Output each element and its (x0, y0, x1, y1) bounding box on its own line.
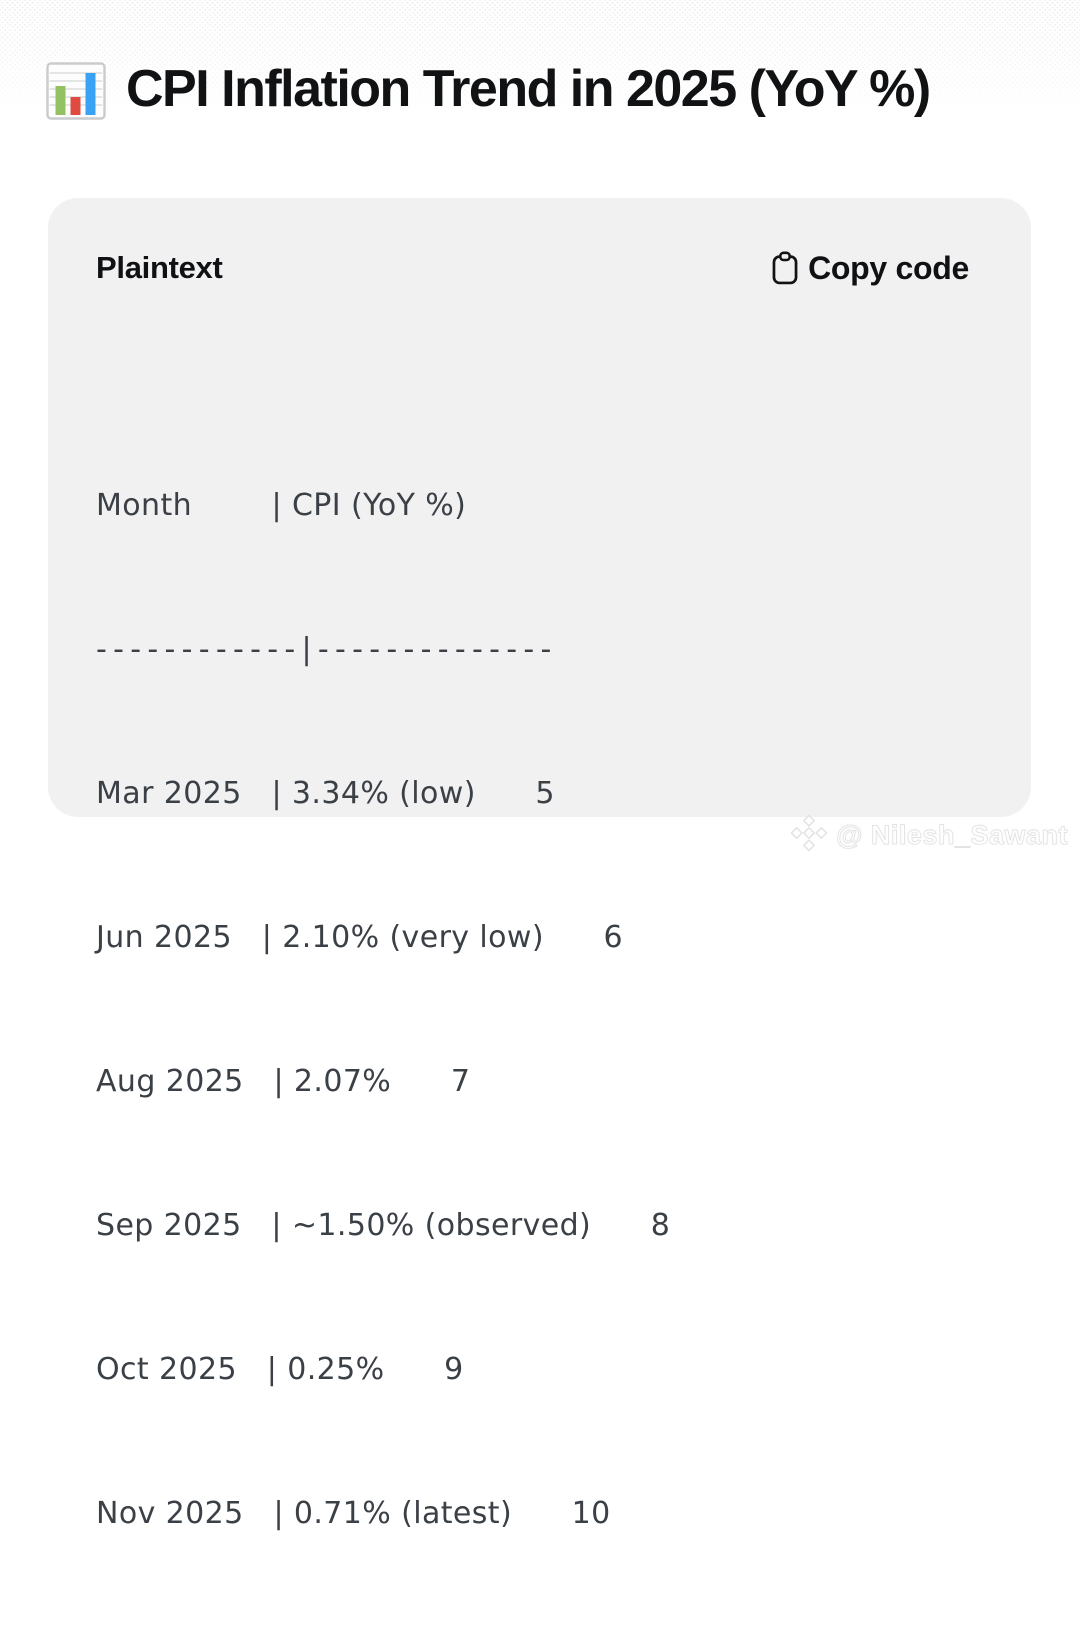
code-line: Aug 2025 | 2.07% 7 (96, 1064, 471, 1099)
code-content: Month | CPI (YoY %) ------------|-------… (96, 386, 983, 1634)
code-block-header: Plaintext Copy code (96, 248, 983, 288)
code-block-card: Plaintext Copy code Month | CPI (YoY %) … (48, 198, 1031, 1531)
code-line: Jun 2025 | 2.10% (very low) 6 (96, 920, 624, 955)
language-label: Plaintext (96, 250, 223, 285)
copy-code-button[interactable]: Copy code (771, 250, 969, 287)
code-line: Mar 2025 | 3.34% (low) 5 (96, 776, 555, 811)
code-line: Sep 2025 | ~1.50% (observed) 8 (96, 1208, 671, 1243)
code-line-divider: ------------|-------------- (96, 632, 558, 667)
watermark-handle: @ Nilesh_Sawant (836, 819, 1068, 850)
page-title: CPI Inflation Trend in 2025 (YoY %) (126, 60, 931, 118)
code-line: Nov 2025 | 0.71% (latest) 10 (96, 1496, 611, 1531)
page-header: CPI Inflation Trend in 2025 (YoY %) (46, 58, 931, 120)
watermark: @ Nilesh_Sawant (790, 812, 1068, 858)
copy-code-label: Copy code (808, 249, 969, 286)
clipboard-icon (771, 251, 799, 286)
diamond-logo-icon (790, 814, 828, 857)
code-line: Oct 2025 | 0.25% 9 (96, 1352, 464, 1387)
bar-chart-icon (46, 62, 106, 120)
code-line-header: Month | CPI (YoY %) (96, 488, 467, 523)
